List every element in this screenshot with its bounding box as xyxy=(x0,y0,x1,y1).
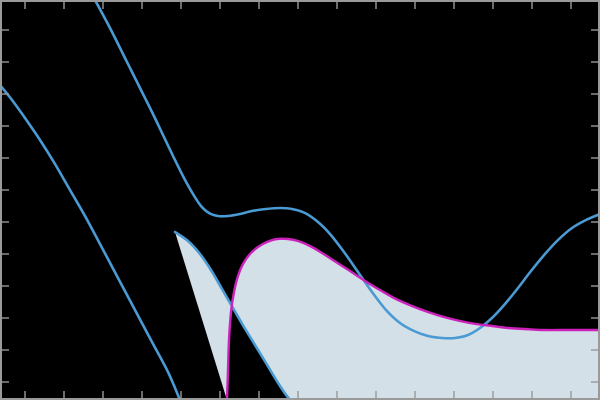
series-blue-branch-lower-descend xyxy=(173,230,292,400)
shaded-region xyxy=(175,232,600,400)
series-blue-branch-main xyxy=(93,0,600,340)
series-magenta-boundary xyxy=(225,237,600,400)
series-blue-branch-upper-left xyxy=(0,83,182,400)
shaded-region-group xyxy=(175,232,600,400)
